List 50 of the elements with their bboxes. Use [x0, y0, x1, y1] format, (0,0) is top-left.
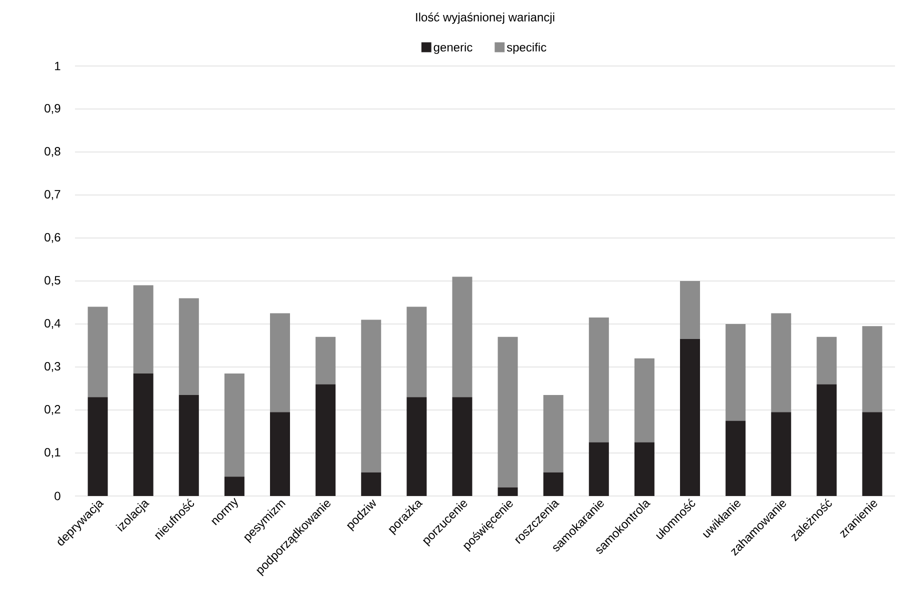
bar [726, 420, 746, 496]
legend-label: specific [506, 42, 546, 54]
bar [452, 397, 472, 496]
bar [862, 326, 882, 412]
y-tick-label: 0,3 [44, 362, 60, 372]
bar [543, 472, 564, 496]
bar [588, 442, 609, 496]
y-tick-label: 0 [54, 492, 60, 500]
y-tick-label: 0,2 [44, 405, 60, 415]
y-tick-label: 0,8 [44, 147, 60, 157]
y-tick-label: 0,7 [44, 190, 60, 200]
bar [316, 336, 336, 384]
y-tick-label: 0,5 [44, 276, 60, 286]
bar [316, 384, 336, 496]
bar [588, 318, 609, 442]
bar [543, 394, 564, 472]
bar [680, 339, 700, 496]
y-tick-label: 0,9 [44, 104, 60, 114]
bar [133, 373, 154, 496]
bar [88, 397, 108, 496]
bar [270, 313, 290, 412]
bar [771, 412, 792, 496]
bar [406, 397, 427, 496]
y-tick-label: 1 [55, 62, 60, 70]
bar [771, 313, 792, 412]
bar [178, 298, 199, 395]
bar [452, 276, 472, 398]
bar [133, 285, 154, 374]
bar [862, 412, 882, 496]
y-tick-label: 0,6 [44, 233, 60, 243]
y-tick-label: 0,4 [44, 319, 60, 329]
bar [224, 476, 244, 496]
bar [361, 472, 382, 496]
bar [726, 324, 746, 421]
bar [634, 442, 654, 496]
bar [224, 373, 244, 477]
bar [816, 336, 837, 384]
legend-label: generic [434, 42, 472, 54]
bar [816, 384, 837, 496]
bar [406, 306, 427, 398]
bar [634, 358, 654, 442]
bar [680, 281, 700, 340]
bar [361, 320, 382, 472]
bar [178, 394, 199, 496]
bar [88, 306, 108, 398]
bar [498, 487, 518, 496]
bar [270, 412, 290, 496]
chart-title: Ilość wyjaśnionej wariancji [416, 12, 554, 24]
bar [498, 336, 518, 488]
y-tick-label: 0,1 [44, 448, 60, 458]
